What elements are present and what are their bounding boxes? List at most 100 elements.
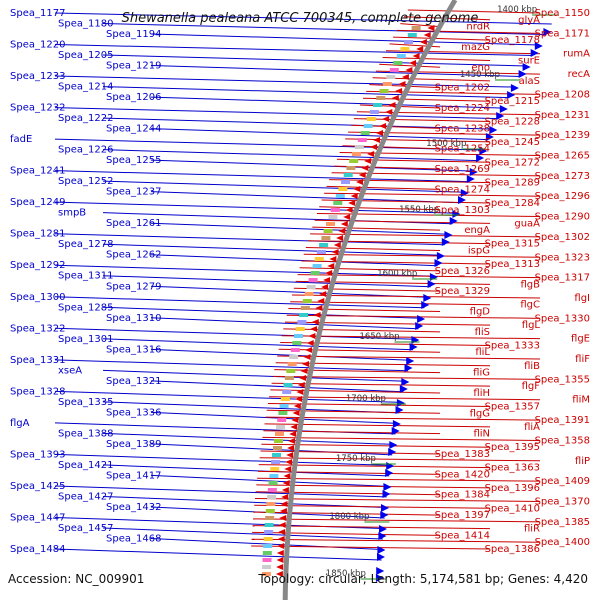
gene-label-spea-1335: Spea_1335 [58,397,113,408]
reverse-gene-arrow [466,175,475,183]
cog-category-block [335,194,345,198]
reverse-gene-arrow [518,70,527,78]
gene-label-spea-1331: Spea_1331 [10,355,65,366]
forward-gene-arrow [299,375,307,381]
kbp-label: 1650 kbp [360,332,400,342]
cog-category-block [276,425,286,429]
gene-label-spea-1252: Spea_1252 [58,176,113,187]
gene-label-spea-1224: Spea_1224 [435,103,490,114]
reverse-gene-arrow [389,441,398,449]
gene-label-spea-1279: Spea_1279 [106,281,161,292]
forward-gene-arrow [350,193,358,199]
gene-label-spea-1274: Spea_1274 [435,184,490,195]
connector-spea-1228 [353,118,491,123]
connector-flin [263,430,441,435]
connector-flip [259,457,541,462]
reverse-gene-arrow [441,238,450,246]
forward-gene-arrow [287,445,295,451]
gene-label-reca: recA [568,69,591,80]
cog-category-block [389,68,399,72]
gene-label-spea-1468: Spea_1468 [106,534,161,545]
cog-category-block [262,565,272,569]
forward-gene-arrow [290,424,298,430]
forward-gene-arrow [281,494,289,500]
forward-gene-arrow [364,158,372,164]
feature-tracks [261,25,552,582]
cog-category-block [283,383,293,387]
cog-category-block [379,89,389,93]
cog-category-block [369,110,379,114]
connector-flgg [266,409,441,414]
forward-gene-arrow [325,270,333,276]
cog-category-block [263,537,273,541]
gene-label-flig: fliG [473,368,490,379]
reverse-gene-arrow [391,427,400,435]
cog-category-block [333,201,343,205]
forward-gene-arrow [275,571,283,577]
connector-spea-1150 [407,9,541,14]
forward-gene-arrow [276,550,284,556]
gene-label-spea-1385: Spea_1385 [535,517,590,528]
gene-label-xsea: xseA [58,365,82,376]
connector-flgd [288,308,441,313]
gene-label-spea-1427: Spea_1427 [58,492,113,503]
cog-category-block [280,397,290,401]
gene-label-spea-1326: Spea_1326 [435,266,490,277]
gene-label-spea-1317: Spea_1317 [535,273,590,284]
forward-gene-arrow [279,515,287,521]
reverse-gene-arrow [375,574,384,582]
gene-label-spea-1241: Spea_1241 [10,166,65,177]
connector-spea-1219 [150,65,521,77]
cog-category-block [294,334,303,338]
gene-label-spea-1393: Spea_1393 [10,449,65,460]
gene-label-flih: fliH [473,388,490,399]
gene-label-spea-1315: Spea_1315 [485,239,540,250]
forward-gene-arrow [291,417,299,423]
cog-category-block [262,551,272,555]
gene-label-spea-1228: Spea_1228 [485,117,540,128]
cog-category-block [261,572,271,576]
cog-category-block [316,250,326,254]
gene-label-sure: surE [518,56,540,67]
connector-spea-1335 [102,401,400,414]
forward-gene-arrow [295,396,303,402]
gene-label-spea-1269: Spea_1269 [435,164,490,175]
forward-gene-arrow [280,501,288,507]
cog-category-block [299,313,309,317]
forward-gene-arrow [361,165,369,171]
kbp-label: 1500 kbp [426,139,466,149]
gene-label-spea-1397: Spea_1397 [435,510,490,521]
topology-text: Topology: circular; Length: 5,174,581 bp… [258,572,588,586]
connector-spea-1303 [319,206,441,211]
reverse-gene-arrow [401,378,410,386]
gene-label-spea-1321: Spea_1321 [106,376,161,387]
forward-gene-arrow [308,333,316,339]
connector-flgl [284,321,491,326]
gene-label-spea-1180: Spea_1180 [58,19,113,30]
connector-spea-1278 [102,243,442,256]
cog-category-block [314,257,324,261]
genome-backbone-arc [282,0,458,600]
gene-label-spea-1222: Spea_1222 [58,113,113,124]
cog-category-block [264,530,274,534]
connector-spea-1393 [54,453,391,466]
connector-spea-1420 [257,470,441,475]
forward-gene-arrow [423,32,431,38]
gene-label-spea-1219: Spea_1219 [106,61,161,72]
gene-label-flia: fliA [524,422,540,433]
cog-category-block [404,40,414,44]
cog-category-block [407,33,417,37]
gene-label-spea-1255: Spea_1255 [106,155,161,166]
reverse-gene-arrow [404,364,413,372]
gene-label-spea-1389: Spea_1389 [106,439,161,450]
cog-category-block [264,523,274,527]
connector-spea-1330 [286,314,541,319]
reverse-gene-arrow [522,63,531,71]
reverse-gene-arrow [507,91,516,99]
cog-category-block [352,152,361,156]
reverse-gene-arrow [385,469,394,477]
connector-spea-1171 [396,29,541,34]
forward-gene-arrow [278,522,286,528]
cog-category-block [286,369,296,373]
connector-ispg [305,247,441,251]
